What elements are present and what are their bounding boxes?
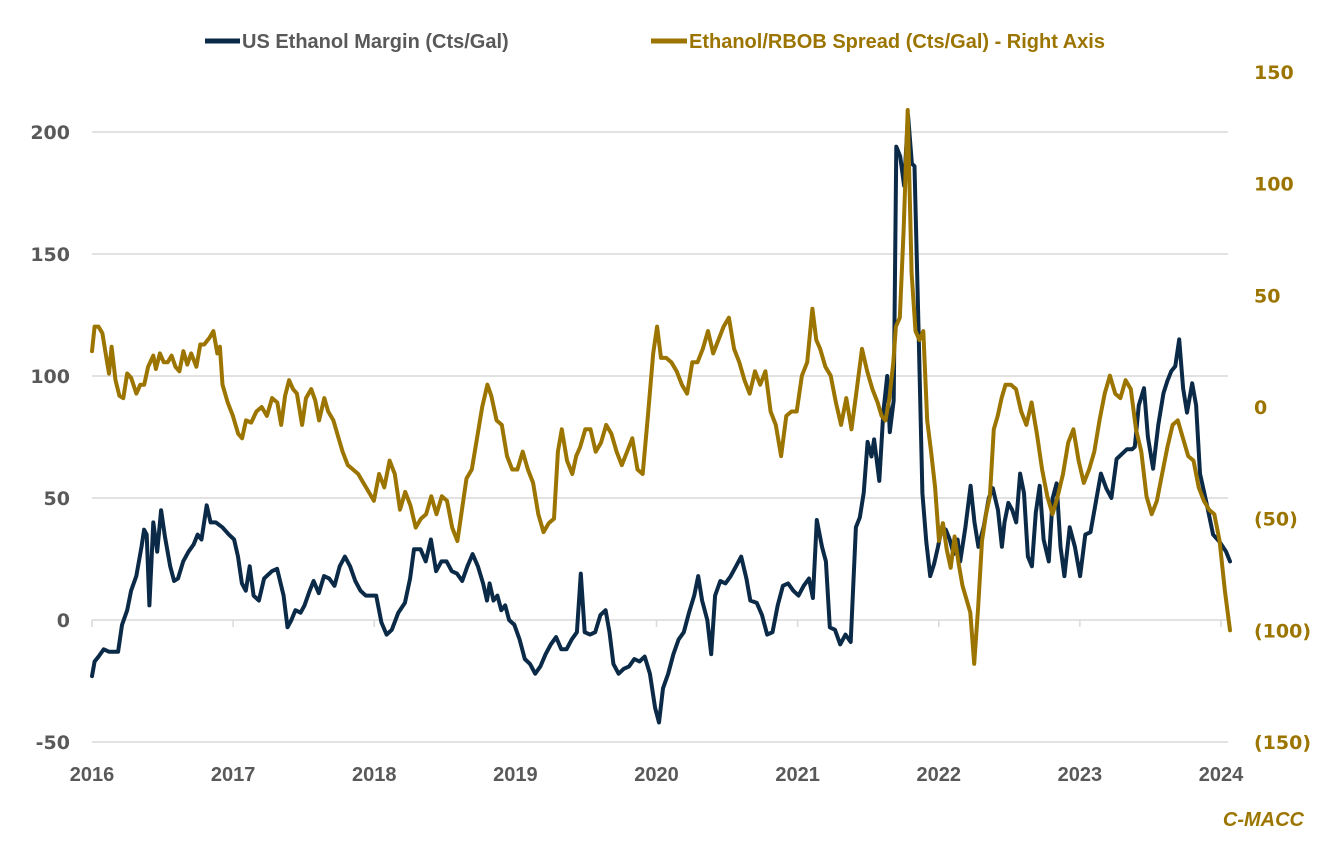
x-tick-label: 2018 [352, 764, 397, 786]
series-lines [90, 108, 1232, 725]
legend-label-margin: US Ethanol Margin (Cts/Gal) [242, 31, 509, 53]
legend: US Ethanol Margin (Cts/Gal) Ethanol/RBOB… [205, 31, 1105, 53]
x-tick-label: 2024 [1199, 764, 1244, 786]
right-tick-label: (50) [1254, 509, 1298, 531]
right-tick-label: 50 [1254, 285, 1280, 307]
legend-item-margin: US Ethanol Margin (Cts/Gal) [205, 31, 509, 53]
right-tick-label: 0 [1254, 397, 1267, 419]
legend-label-spread: Ethanol/RBOB Spread (Cts/Gal) - Right Ax… [689, 31, 1105, 53]
x-tick-label: 2020 [634, 764, 679, 786]
right-axis-ticks: (150) (100) (50) 0 50 100 150 [1254, 62, 1311, 754]
x-tick-label: 2016 [70, 764, 115, 786]
left-tick-label: 150 [30, 244, 70, 266]
left-tick-label: 100 [30, 366, 70, 388]
left-axis-ticks: -50 0 50 100 150 200 [30, 122, 70, 754]
series-line-ethanol-rbob-spread [90, 108, 1232, 666]
x-tick-label: 2019 [493, 764, 538, 786]
x-tick-label: 2023 [1058, 764, 1103, 786]
x-tick-label: 2021 [775, 764, 820, 786]
x-tick-label: 2022 [917, 764, 962, 786]
right-tick-label: (100) [1254, 620, 1311, 642]
gridlines [91, 131, 1228, 743]
left-tick-label: 50 [44, 488, 70, 510]
right-tick-label: 100 [1254, 174, 1294, 196]
right-tick-label: 150 [1254, 62, 1294, 84]
left-tick-label: -50 [36, 732, 70, 754]
right-tick-label: (150) [1254, 732, 1311, 754]
left-tick-label: 0 [57, 610, 70, 632]
x-tick-label: 2017 [211, 764, 256, 786]
x-axis-ticks: 2016 2017 2018 2019 2020 2021 2022 2023 2024 [70, 764, 1244, 786]
source-label: C-MACC [1223, 809, 1305, 831]
left-tick-label: 200 [30, 122, 70, 144]
series-line-ethanol-margin [90, 112, 1232, 725]
legend-item-spread: Ethanol/RBOB Spread (Cts/Gal) - Right Ax… [651, 31, 1105, 53]
